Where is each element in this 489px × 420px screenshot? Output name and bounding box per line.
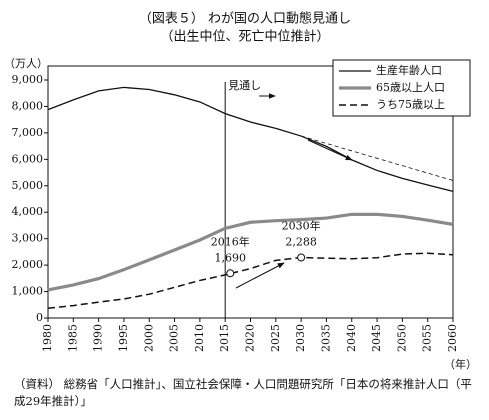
source-note: （資料） 総務省「人口推計」、国立社会保障・人口問題研究所「日本の将来推計人口（…: [14, 377, 472, 408]
y-tick-label: 5,000: [12, 179, 44, 192]
x-tick-label: 2030: [294, 324, 307, 352]
annotation-year: 2030年: [282, 218, 321, 232]
legend-label: 生産年齢人口: [376, 63, 442, 77]
x-tick-label: 1985: [66, 324, 79, 352]
chart: （図表５） わが国の人口動態見通し （出生中位、死亡中位推計） （万人） （年）…: [4, 11, 477, 372]
x-tick-label: 2055: [421, 324, 434, 352]
x-tick-label: 2020: [244, 324, 257, 352]
annotation-value: 1,690: [215, 251, 247, 264]
y-tick-label: 1,000: [12, 285, 44, 298]
y-axis-label: （万人）: [4, 57, 48, 70]
x-tick-label: 2010: [193, 324, 206, 352]
x-tick-label: 2025: [269, 324, 282, 352]
legend-label: 65歳以上人口: [376, 81, 445, 94]
x-tick-label: 2045: [370, 324, 383, 352]
reference-line: [301, 135, 454, 181]
arrow: [235, 262, 285, 289]
y-tick-label: 2,000: [12, 258, 44, 271]
annotation-year: 2016年: [211, 234, 250, 248]
series-line: [47, 212, 454, 292]
x-tick-label: 2050: [395, 324, 408, 352]
y-tick-label: 0: [36, 311, 43, 324]
annotation-point: [297, 253, 306, 262]
x-tick-label: 2035: [319, 324, 332, 352]
x-axis-label: （年）: [444, 357, 477, 371]
y-tick-label: 3,000: [12, 232, 44, 245]
x-tick-label: 2040: [345, 324, 358, 352]
x-tick-label: 1990: [92, 324, 105, 352]
forecast-label: 見通し: [228, 79, 261, 92]
x-tick-label: 2000: [142, 324, 155, 352]
y-tick-label: 9,000: [12, 73, 44, 86]
chart-title: （図表５） わが国の人口動態見通し: [139, 11, 351, 27]
y-tick-label: 7,000: [12, 126, 44, 139]
series-line: [47, 252, 454, 309]
y-tick-label: 6,000: [12, 152, 44, 165]
y-tick-label: 8,000: [12, 99, 44, 112]
x-tick-label: 2005: [168, 324, 181, 352]
legend-label: うち75歳以上: [376, 98, 445, 111]
x-tick-label: 1980: [41, 324, 54, 352]
x-tick-label: 2060: [446, 324, 459, 352]
x-tick-label: 2015: [218, 324, 231, 352]
series-line: [47, 86, 454, 192]
x-tick-label: 1995: [117, 324, 130, 352]
chart-subtitle: （出生中位、死亡中位推計）: [160, 29, 329, 45]
annotation-point: [226, 269, 235, 278]
annotation-value: 2,288: [285, 235, 317, 248]
y-tick-label: 4,000: [12, 205, 44, 218]
